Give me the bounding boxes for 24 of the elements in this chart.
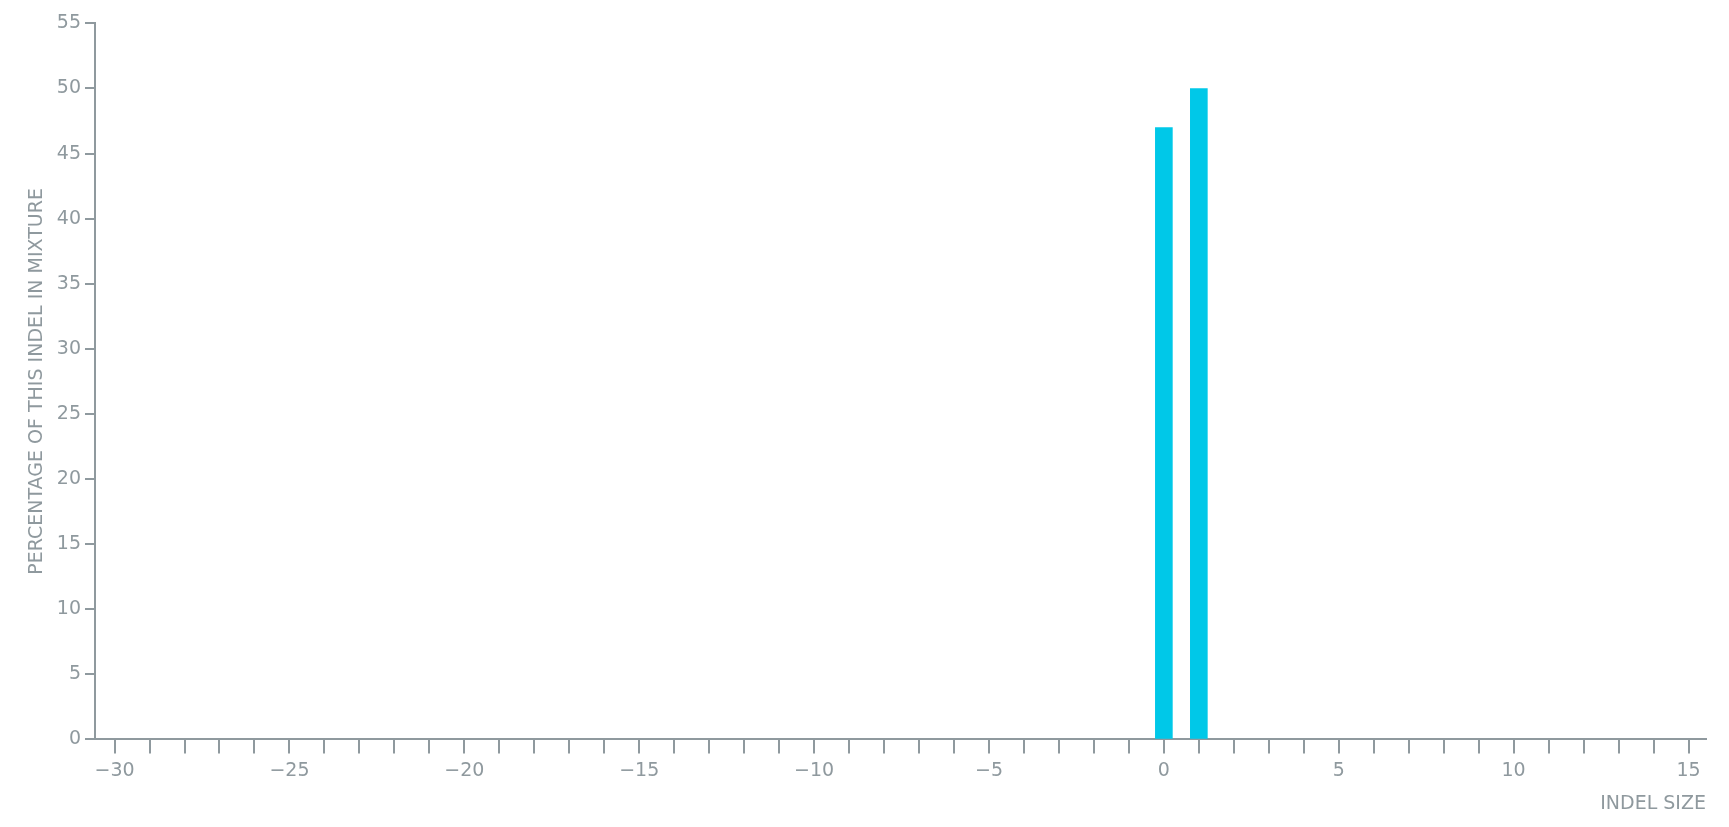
- y-tick-label: 30: [56, 335, 81, 358]
- x-tick-label: 15: [1676, 757, 1701, 780]
- y-tick-label: 35: [56, 270, 81, 293]
- y-tick-label: 25: [56, 400, 81, 423]
- y-axis-title: PERCENTAGE OF THIS INDEL IN MIXTURE: [24, 188, 47, 575]
- x-tick-label: −25: [269, 757, 310, 780]
- x-tick-label: −15: [619, 757, 660, 780]
- x-tick-label: −20: [444, 757, 485, 780]
- y-tick-label: 5: [68, 661, 81, 684]
- x-tick-label: 10: [1501, 757, 1526, 780]
- x-tick-label: −10: [794, 757, 835, 780]
- y-tick-label: 0: [68, 726, 81, 749]
- x-axis-title: INDEL SIZE: [1600, 790, 1706, 813]
- x-tick-label: 0: [1157, 757, 1170, 780]
- y-tick-label: 45: [56, 140, 81, 163]
- y-tick-label: 40: [56, 205, 81, 228]
- y-tick-label: 50: [56, 75, 81, 98]
- x-tick-label: −5: [974, 757, 1003, 780]
- y-tick-label: 15: [56, 531, 81, 554]
- y-tick-label: 10: [56, 596, 81, 619]
- y-tick-label: 55: [56, 10, 81, 33]
- x-tick-label: −30: [94, 757, 135, 780]
- y-tick-label: 20: [56, 465, 81, 488]
- x-tick-label: 5: [1332, 757, 1345, 780]
